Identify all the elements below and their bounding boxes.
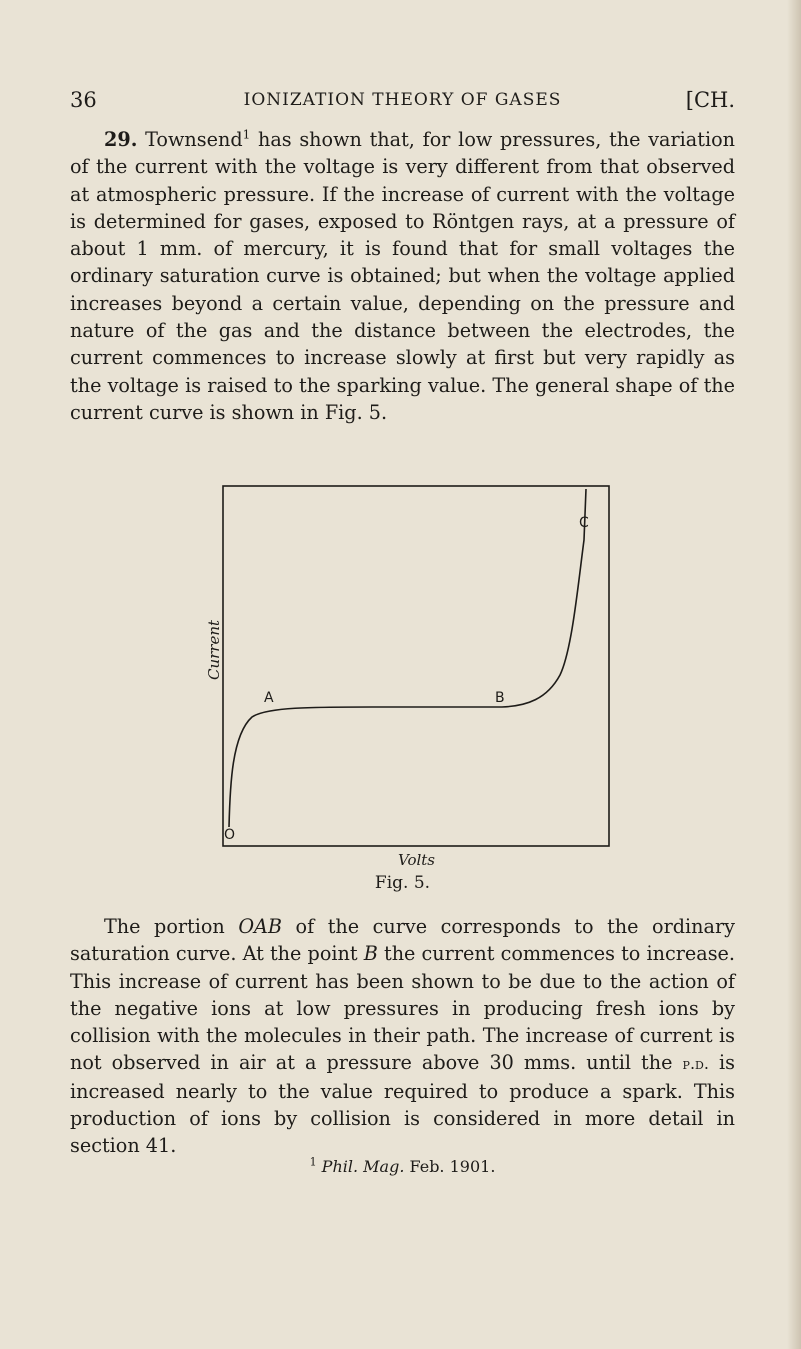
paragraph-29: 29. Townsend1 has shown that, for low pr… [70,126,735,426]
label-point-a: A [264,690,274,706]
figure-plot [222,485,610,847]
footnote-journal: Phil. Mag. [321,1157,405,1176]
footnote-number: 1 [309,1155,317,1169]
label-point-c: C [579,515,589,531]
point-b-ref: B [363,942,378,966]
figure-caption: Fig. 5. [374,873,431,893]
curve-portion-oab: OAB [238,915,282,938]
para2-text-3: the current commences to increase. This … [70,942,735,1075]
running-title: IONIZATION THEORY OF GASES [243,90,562,110]
page-edge-shadow [787,0,801,1349]
paragraph-text-start: Townsend [145,128,243,151]
plot-frame [222,485,610,847]
figure-5: Current O A B C Volts [205,485,611,869]
footnote-date: Feb. 1901. [404,1157,496,1176]
chapter-marker: [CH. [685,88,735,112]
section-number: 29. [104,128,138,151]
label-point-b: B [495,690,505,706]
para2-text-2: of the curve corresponds to the ordinary… [70,915,735,966]
para2-text-4: is increased nearly to the value require… [70,1051,735,1158]
footnote: 1 Phil. Mag. Feb. 1901. [70,1157,735,1176]
running-header: 36 IONIZATION THEORY OF GASES [CH. [70,88,735,116]
current-curve [228,488,587,828]
x-axis-label: Volts [397,851,435,869]
footnote-marker: 1 [242,127,251,142]
paragraph-oab: The portion OAB of the curve corresponds… [70,913,735,1160]
label-point-o: O [224,827,236,843]
page-number: 36 [70,88,97,112]
paragraph-text-rest: has shown that, for low pressures, the v… [70,128,735,424]
pd-abbrev: p.d. [682,1054,709,1074]
para2-text-1: The portion [104,915,239,938]
